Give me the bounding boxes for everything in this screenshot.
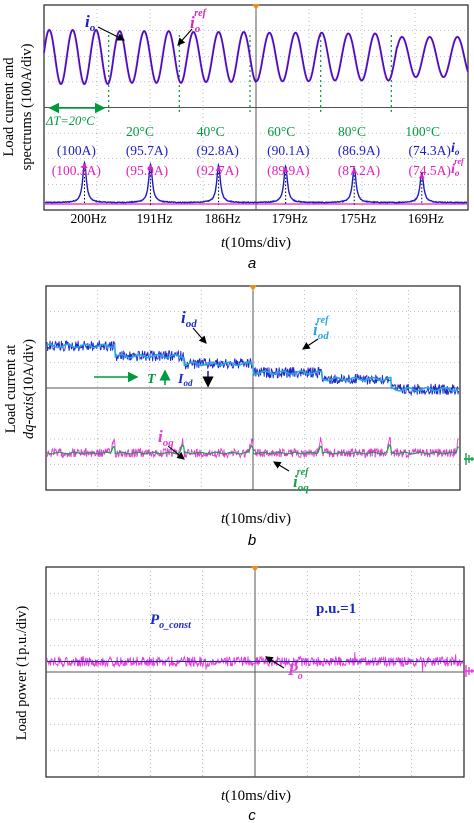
panel-c-ylabel: Load power (1p.u./div) <box>14 606 30 741</box>
iod-label: iod <box>181 308 197 330</box>
spectrum-peak-mark <box>282 166 289 172</box>
io-ref-amplitude-label: (95.9A) <box>126 163 168 178</box>
panel-a-ylabel-1: Load current and <box>1 57 17 157</box>
panel-b-grid <box>46 285 460 490</box>
trend-t-label: T <box>147 372 157 387</box>
trigger-marker <box>251 566 259 572</box>
spectrum-peak-mark <box>81 163 88 168</box>
iod-ref-trace <box>46 343 459 392</box>
ground-marker-c <box>464 665 474 677</box>
panel-b: iod iodref T Iod ioq ioqref Load current… <box>3 285 474 549</box>
po-label: Po <box>287 662 303 682</box>
io-ref-label-arrow <box>177 28 193 46</box>
io-amplitude-label: (95.7A) <box>126 143 168 158</box>
spectrum-peak-mark <box>147 164 154 170</box>
iod-label-arrow <box>192 327 207 344</box>
spectrum-peak-mark <box>418 173 425 179</box>
frequency-label: 179Hz <box>272 211 308 226</box>
panel-c-caption: c <box>248 807 256 823</box>
panel-b-ylabel-1: Load current at <box>3 345 19 434</box>
ioq-ref-label-arrow <box>273 461 290 472</box>
frequency-label: 169Hz <box>408 211 444 226</box>
frequency-label: 175Hz <box>340 211 376 226</box>
spectrum-peak-markers <box>81 163 425 205</box>
ground-marker-b <box>464 453 474 465</box>
temperature-label: 20°C <box>126 124 154 139</box>
panel-c-grid <box>46 566 464 777</box>
io-amplitude-label: (86.9A) <box>338 143 380 158</box>
delta-t-label: ΔT=20°C <box>45 114 95 128</box>
panel-c-xlabel: t(10ms/div) <box>221 788 291 804</box>
io-ref-amplitude-label: (89.9A) <box>267 163 309 178</box>
panel-b-caption: b <box>248 532 256 549</box>
io-ref-amplitude-label: (92.7A) <box>196 163 238 178</box>
po-label-arrow <box>265 656 285 669</box>
temperature-label: 60°C <box>267 124 295 139</box>
spectrum-peak-mark <box>215 165 222 171</box>
frequency-label: 191Hz <box>137 211 173 226</box>
trigger-marker <box>252 4 260 10</box>
ioq-ref-trace <box>46 444 459 455</box>
panel-a-xlabel: t(10ms/div) <box>221 235 291 251</box>
io-amplitude-label: (90.1A) <box>267 143 309 158</box>
trigger-marker <box>249 285 257 291</box>
io-amplitude-label: (92.8A) <box>196 143 238 158</box>
panel-b-xlabel: t(10ms/div) <box>221 511 291 527</box>
iod-ref-label-arrow <box>302 338 319 350</box>
io-ref-amplitude-label: (74.5A) <box>408 163 450 178</box>
po-trace <box>46 652 464 672</box>
temperature-label: 40°C <box>197 124 225 139</box>
io-ref-amplitude-label: (100.3A) <box>52 163 101 178</box>
io-waveform <box>43 29 469 85</box>
trend-iod-label: Iod <box>177 372 193 388</box>
ioq-label-arrow <box>167 445 185 460</box>
panel-a-ylabel-2: spectrums (100A/div) <box>19 43 35 170</box>
spectrum-peak-mark <box>351 168 358 174</box>
panel-a-caption: a <box>248 255 256 272</box>
pu-label: p.u.=1 <box>316 601 356 617</box>
io-amplitude-label: (100A) <box>57 143 96 158</box>
io-ref-label: ioref <box>190 8 208 35</box>
iod-ref-label: iodref <box>313 315 330 342</box>
io-label: io <box>85 12 96 34</box>
frequency-label: 186Hz <box>205 211 241 226</box>
temperature-label: 100°C <box>405 124 440 139</box>
spectrum-legend-io-ref: ioref <box>451 157 465 178</box>
io-ref-amplitude-label: (87.2A) <box>338 163 380 178</box>
frequency-label: 200Hz <box>71 211 107 226</box>
spectrum-trace <box>44 160 468 204</box>
spectrum-legend-io: io <box>451 141 460 157</box>
ioq-ref-label: ioqref <box>293 467 310 494</box>
io-amplitude-label: (74.3A) <box>408 143 450 158</box>
panel-b-ylabel-2: dq-axis(10A/div) <box>21 339 37 439</box>
panel-c: Po_const p.u.=1 Po Load power (1p.u./div… <box>14 566 474 823</box>
temperature-label: 80°C <box>338 124 366 139</box>
po-const-label: Po_const <box>150 612 192 631</box>
ioq-label: ioq <box>158 427 174 449</box>
ioq-trace <box>46 437 459 459</box>
io-label-arrow <box>97 26 125 41</box>
panel-a: io ioref ΔT=20°C 20°C 40°C 60°C 80°C 100°C (… <box>1 4 469 272</box>
